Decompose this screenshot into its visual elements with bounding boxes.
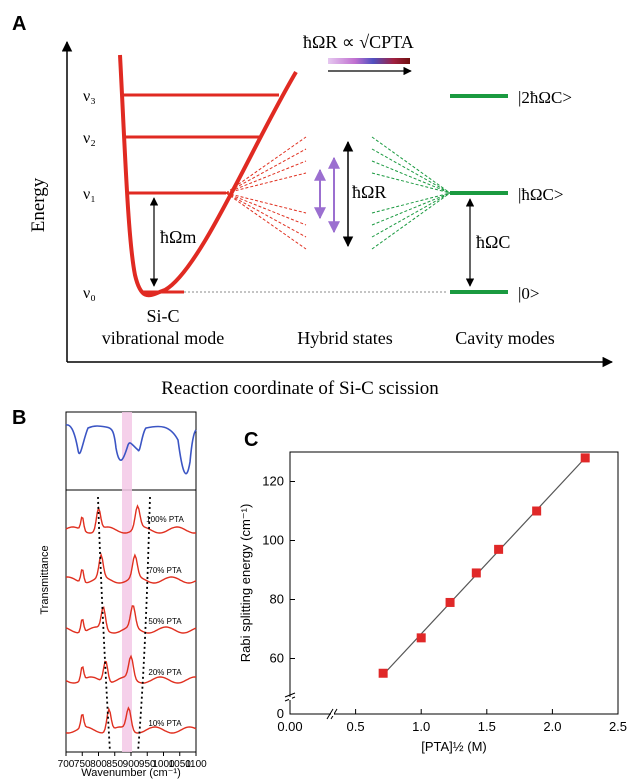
label-v1: ν₁ [83,186,96,203]
transmittance-trace [65,552,197,584]
cavity-label-2: |2ħΩC> [518,88,572,107]
rabi-y-tick-label: 0 [277,706,284,721]
hybrid-connector-red [225,192,307,238]
rabi-y-tick-label: 60 [270,651,284,666]
ir-reference-trace [65,424,197,475]
trace-label-50: 50% PTA [148,617,182,626]
hybrid-connector-green [371,160,451,194]
hybrid-connector-red [225,136,307,194]
rabi-y-tick-label: 120 [262,474,284,489]
highlight-band [122,412,132,752]
label-v0: ν₀ [83,285,96,302]
rabi-x-tick-label: 0.00 [277,719,302,734]
x-axis-break-mark [326,708,334,720]
rabi-data-point [471,568,481,578]
panel-c-label: C [244,429,258,451]
transmittance-trace [65,706,197,734]
hybrid-connector-green [371,172,451,194]
potential-curve [118,54,298,298]
panel-c: C 0.00 0.5 1.0 1.5 2.0 2.5 0 60 80 100 120 Rabi sp… [238,429,627,754]
wavenumber-tick-label: 900 [123,759,140,770]
rabi-y-tick-label: 100 [262,533,284,548]
transmittance-traces [65,504,197,734]
rabi-x-tick-label: 2.0 [543,719,561,734]
hybrid-state-lines [306,135,372,251]
transmittance-axis-label: Transmittance [39,545,51,614]
rabi-x-tick-label: 0.5 [347,719,365,734]
trace-label-70: 70% PTA [148,566,182,575]
wavenumber-tick-label: 800 [90,759,107,770]
rabi-data-point [416,633,426,643]
rabi-plot-marks [378,453,590,678]
panel-a: A Energy Reaction coordinate of Si-C sci… [12,13,614,399]
transmittance-trace [65,504,197,534]
vib-mode-label-line2: vibrational mode [102,328,224,348]
x-axis-break-gap [331,713,334,716]
rabi-x-tick-label: 1.0 [412,719,430,734]
hybrid-connector-green [371,192,451,250]
hybrid-connector-red [225,160,307,194]
panel-b-label: B [12,407,26,429]
trace-label-100: 100% PTA [146,515,184,524]
rabi-x-axis-label: [PTA]½ (M) [421,739,486,754]
rabi-plot-axes: 0.00 0.5 1.0 1.5 2.0 2.5 0 60 80 100 120 [262,474,627,735]
cavity-label-1: |ħΩC> [518,185,563,204]
rabi-scaling-label: ħΩR ∝ √CPTA [303,32,414,52]
omega-m-label: ħΩm [160,227,196,247]
hybrid-connector-green [371,192,451,226]
rabi-y-axis-label: Rabi splitting energy (cm⁻¹) [238,504,253,663]
energy-axis-label: Energy [28,177,49,232]
rabi-plot-frame [289,451,619,715]
rabi-data-point [580,453,590,463]
wavenumber-tick-label: 750 [74,759,91,770]
omega-c-label: ħΩC [476,232,510,252]
rabi-data-point [494,544,504,554]
hybrid-connector-red [225,192,307,226]
label-v2: ν₂ [83,130,96,147]
rabi-data-point [378,668,388,678]
hybrid-connector-red [225,192,307,250]
wavenumber-tick-label: 850 [106,759,123,770]
vib-mode-label-line1: Si-C [146,306,179,326]
hybrid-connector-red [225,192,307,214]
hybrid-connector-green [371,136,451,194]
rabi-scaling-gradient [328,58,410,64]
wavenumber-tick-label: 1100 [185,759,207,770]
rabi-data-point [445,597,455,607]
y-axis-break-mark [284,692,296,698]
reaction-axis-label: Reaction coordinate of Si-C scission [161,378,439,399]
panel-a-label: A [12,13,26,35]
rabi-y-tick-label: 80 [270,592,284,607]
hybrid-connector-red [225,148,307,194]
wavenumber-tick-label: 1050 [169,759,192,770]
hybrid-connector-green [371,192,451,214]
wavenumber-axis-label: Wavenumber (cm⁻¹) [81,767,181,779]
wavenumber-tick-label: 700 [58,759,75,770]
cavity-modes-label: Cavity modes [455,328,555,348]
hybrid-connectors [225,136,451,250]
rabi-data-point [532,506,542,516]
trace-label-10: 10% PTA [148,719,182,728]
cavity-label-0: |0> [518,284,540,303]
y-axis-break-gap [289,697,292,700]
wavenumber-tick-label: 1000 [152,759,175,770]
rabi-x-tick-label: 2.5 [609,719,627,734]
wavenumber-tick-label: 950 [139,759,156,770]
label-v3: ν₃ [83,88,96,105]
hybrid-states-label: Hybrid states [297,328,392,348]
trace-label-20: 20% PTA [148,668,182,677]
transmittance-trace [65,654,196,684]
rabi-x-tick-label: 1.5 [478,719,496,734]
linear-fit-line [382,457,586,676]
transmittance-trace [65,605,197,634]
omega-r-label: ħΩR [352,182,386,202]
hybrid-connector-red [225,172,307,194]
panel-b: B 100% PTA 70% PTA 50% PTA 20% PTA 10% P… [12,407,207,779]
